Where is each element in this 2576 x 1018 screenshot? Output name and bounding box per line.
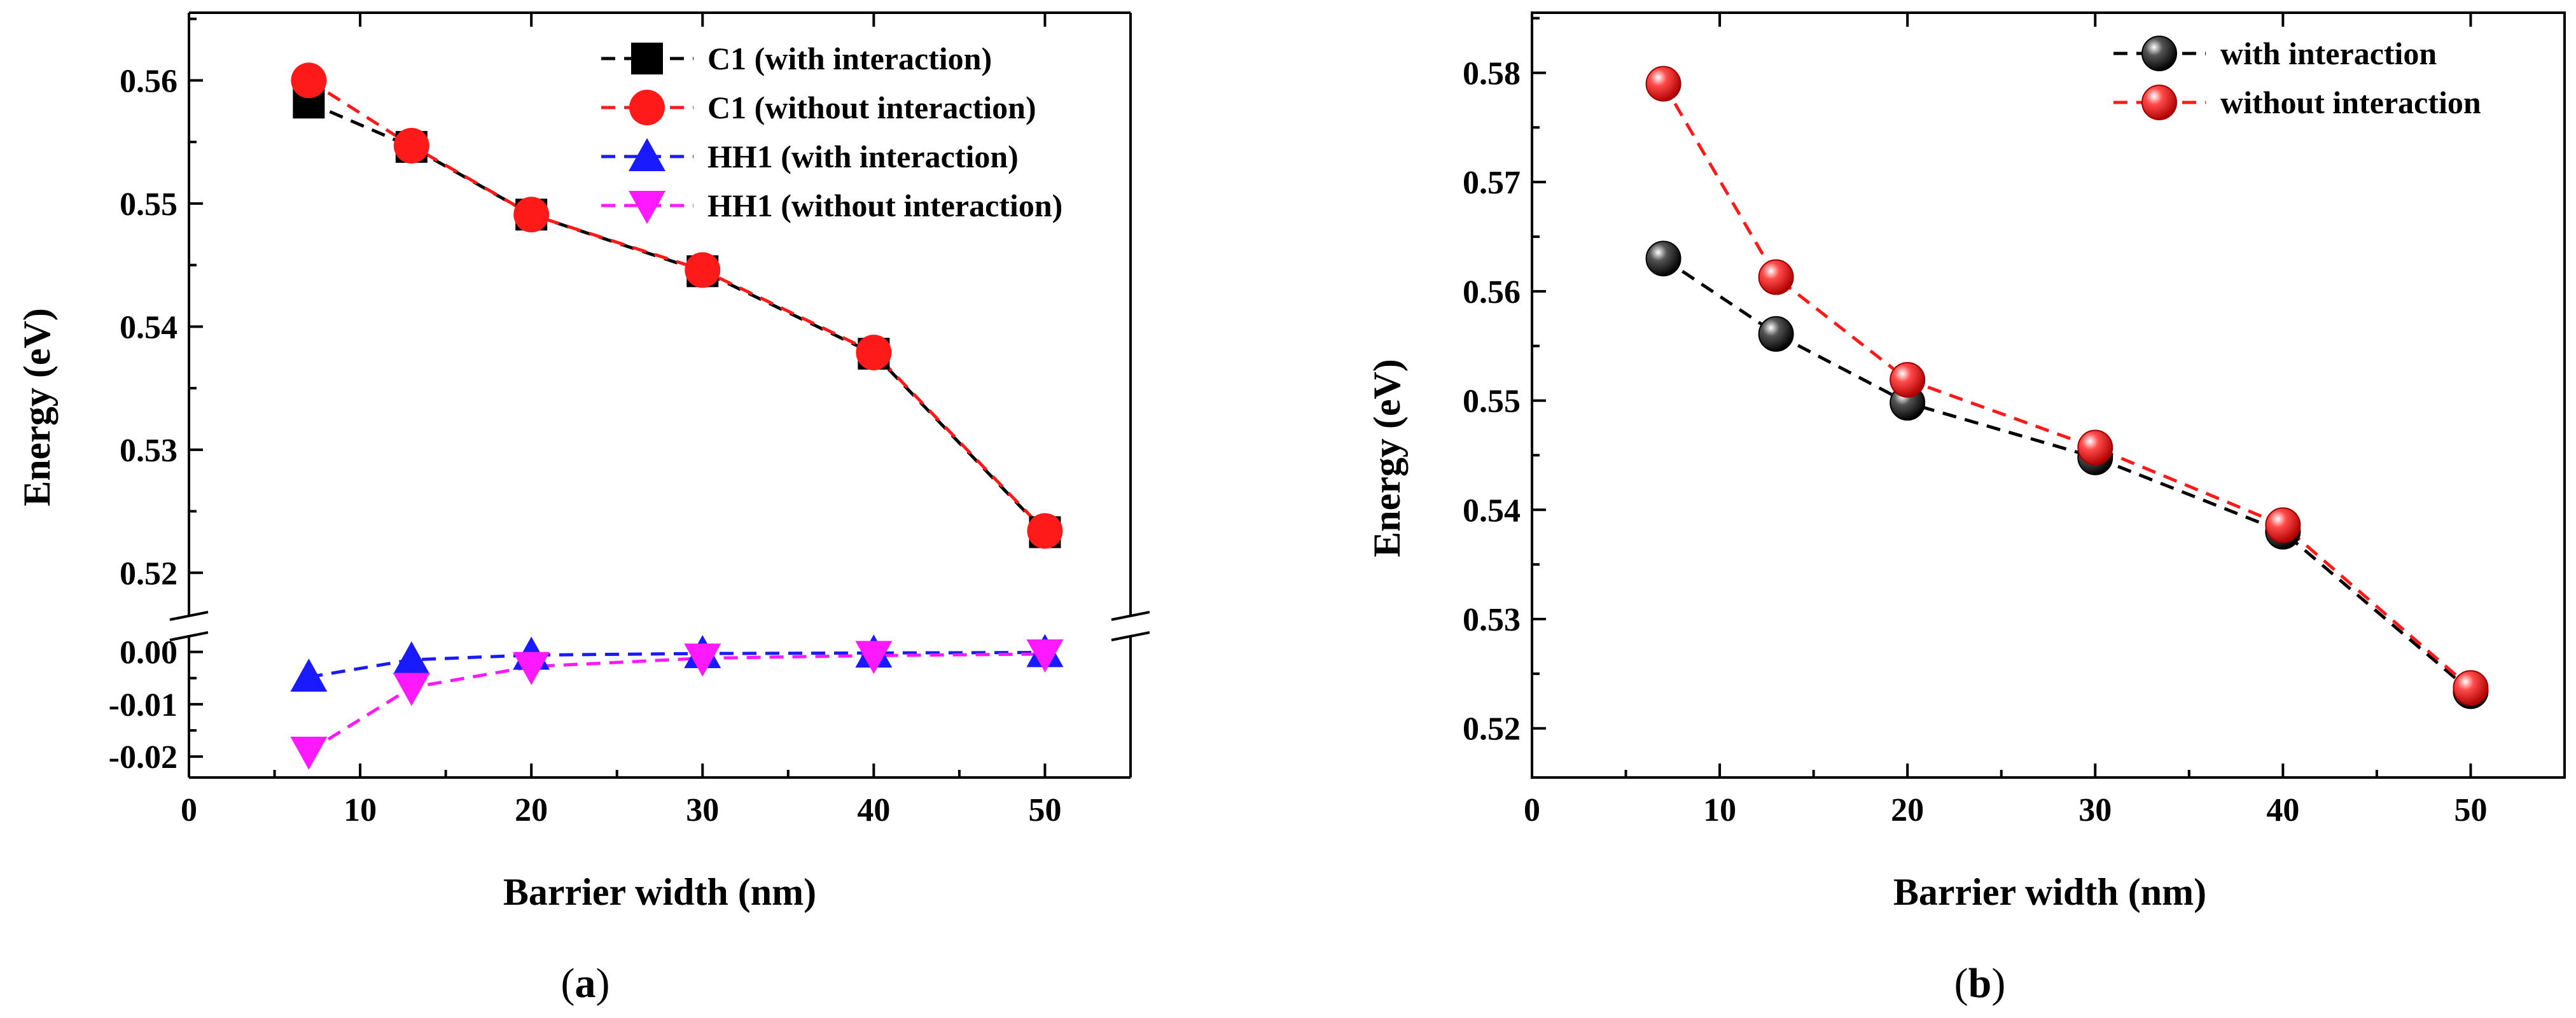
- panel-a-legend-marker: [629, 90, 665, 125]
- panel-b-xlabel: Barrier width (nm): [1893, 871, 2206, 913]
- panel-a-y-tick-label: 0.54: [120, 309, 178, 345]
- panel-a-y-tick-label: -0.01: [109, 687, 178, 723]
- chart-panel-b: 0 10 20 30 40 500.520.530.540.550.560.570.58 …: [1366, 11, 2566, 1007]
- panel-b-data-point: [2265, 507, 2301, 543]
- panel-a-y-tick-label: 0.00: [120, 635, 178, 671]
- panel-a-legend-marker: [631, 43, 663, 74]
- panel-a-series-line-0: [308, 101, 1047, 534]
- panel-a-legend-marker: [629, 138, 665, 171]
- panel-a-legend-marker: [629, 191, 665, 224]
- panel-a-data: [290, 62, 1064, 770]
- panel-b-caption: (b): [1954, 960, 2006, 1007]
- panel-b-x-tick-label: 0: [1524, 792, 1540, 828]
- panel-b-data: [1645, 66, 2489, 709]
- panel-b-series-line-1: [1662, 83, 2472, 690]
- panel-a-y-tick-label: 0.52: [120, 555, 178, 592]
- panel-a-data-point: [685, 252, 721, 288]
- panel-a-legend-label: C1 (with interaction): [707, 41, 992, 76]
- panel-a-y-tick-label: 0.55: [120, 186, 178, 223]
- panel-b-y-tick-label: 0.52: [1463, 711, 1521, 748]
- panel-a-data-point: [855, 641, 893, 674]
- panel-a-x-tick-label: 0: [181, 792, 197, 828]
- panel-a-y-tick-label: 0.53: [120, 433, 178, 469]
- panel-b-data-point: [1758, 259, 1794, 295]
- axis-break-slash: [1111, 631, 1150, 641]
- panel-a-legend-label: C1 (without interaction): [707, 90, 1036, 125]
- panel-a-series-line-2: [308, 650, 1045, 679]
- panel-b-y-tick-label: 0.55: [1463, 384, 1521, 420]
- panel-a-x-tick-label: 50: [1028, 792, 1061, 828]
- panel-a-data-point: [290, 736, 328, 770]
- panel-a-legend-label: HH1 (without interaction): [707, 188, 1062, 223]
- panel-b-legend-label: without interaction: [2220, 85, 2481, 120]
- panel-a-series-line-3: [308, 652, 1045, 753]
- panel-a-data-point: [1026, 639, 1064, 673]
- panel-b-data-point: [2453, 670, 2489, 706]
- panel-a-data-point: [291, 62, 327, 99]
- panel-b-data-point: [1890, 361, 1926, 398]
- panel-b-x-tick-label: 40: [2266, 792, 2299, 828]
- chart-panel-a: 0 10 20 30 40 50 0.52 0.53 0.54 0.55 0.56 0.00 -0.01…: [16, 11, 1156, 1007]
- panel-b-y-tick-label: 0.56: [1463, 274, 1521, 310]
- panel-a-axis-break-right: [1105, 611, 1156, 641]
- panel-b-y-tick-label: 0.57: [1463, 165, 1521, 201]
- panel-b-legend-label: with interaction: [2220, 36, 2437, 71]
- panel-b-legend-marker: [2141, 36, 2177, 71]
- panel-b-x-tick-label: 50: [2454, 792, 2487, 828]
- panel-a-data-point: [393, 127, 429, 164]
- panel-b-x-tick-label: 10: [1703, 792, 1736, 828]
- panel-a-y-tick-label: -0.02: [109, 739, 178, 776]
- panel-a-x-tick-label: 20: [515, 792, 548, 828]
- panel-a-data-point: [684, 643, 721, 677]
- panel-a-data-point: [513, 197, 550, 233]
- panel-a-legend: C1 (with interaction) C1 (without interac…: [601, 41, 1062, 224]
- panel-b-legend: with interaction without interaction: [2113, 36, 2481, 120]
- panel-a-axis-break-left: [164, 611, 214, 641]
- panel-a-data-point: [290, 659, 328, 692]
- panel-b-y-tick-label: 0.53: [1463, 602, 1521, 638]
- panel-b-data-point: [1645, 241, 1681, 277]
- panel-a-data-point: [856, 334, 892, 370]
- panel-b-y-tick-label: 0.54: [1463, 492, 1521, 529]
- panel-b-data-point: [1645, 66, 1681, 102]
- panel-a-data-point: [1027, 513, 1063, 549]
- panel-a-series-line-1: [308, 79, 1047, 533]
- panel-b-y-tick-label: 0.58: [1463, 55, 1521, 92]
- panel-a-axes: 0 10 20 30 40 50 0.52 0.53 0.54 0.55 0.56 0.00 -0.01…: [109, 11, 1156, 828]
- axis-break-slash: [169, 631, 209, 641]
- panel-b-x-tick-label: 30: [2078, 792, 2112, 828]
- panel-b-x-tick-label: 20: [1891, 792, 1924, 828]
- panel-a-data-point: [393, 673, 430, 706]
- panel-b-axes: 0 10 20 30 40 50 0.52 0.53 0.54 0.55 0.56 0.57 0.58: [1463, 11, 2566, 828]
- panel-a-x-tick-label: 10: [344, 792, 377, 828]
- panel-a-legend-label: HH1 (with interaction): [707, 139, 1019, 174]
- panel-b-data-point: [1758, 316, 1794, 352]
- panel-a-caption: (a): [561, 960, 610, 1007]
- panel-a-ylabel: Energy (eV): [16, 308, 58, 506]
- panel-b-data-point: [2077, 429, 2113, 466]
- axis-break-slash: [1111, 611, 1150, 621]
- axis-break-slash: [169, 611, 209, 621]
- panel-b-legend-marker: [2141, 85, 2177, 120]
- panel-a-xlabel: Barrier width (nm): [503, 871, 816, 913]
- panel-b-series-line-0: [1662, 257, 2472, 693]
- panel-a-data-point: [513, 652, 550, 685]
- panel-b-frame: [1531, 11, 2566, 779]
- panel-b-ylabel: Energy (eV): [1366, 359, 1408, 557]
- panel-a-x-tick-label: 40: [857, 792, 890, 828]
- panel-a-data-point: [393, 641, 430, 674]
- panel-a-y-tick-label: 0.56: [120, 63, 178, 99]
- panel-a-x-tick-label: 30: [686, 792, 719, 828]
